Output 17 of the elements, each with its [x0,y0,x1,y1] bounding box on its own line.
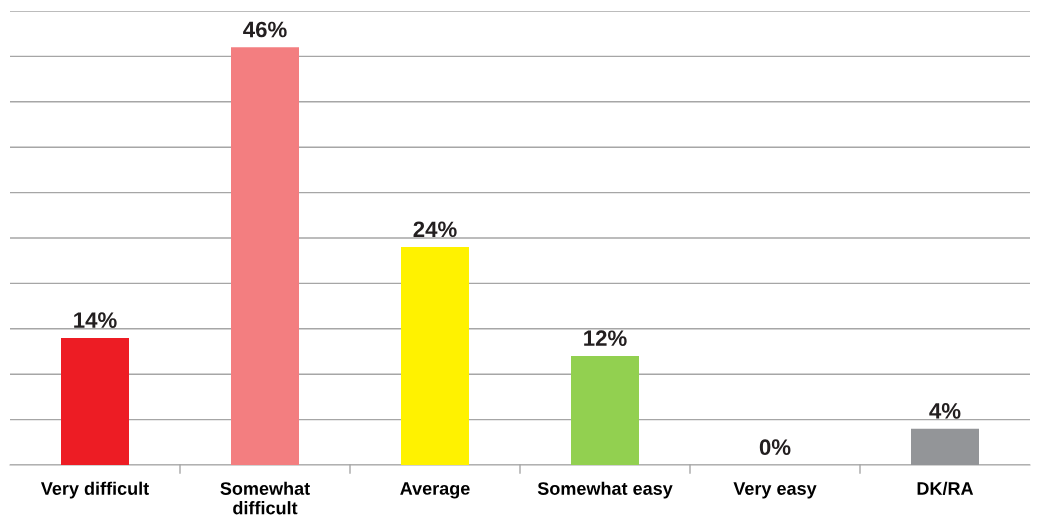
bar [231,47,299,465]
x-tick-label: Somewhat easy [537,481,673,499]
bar [401,247,469,465]
data-label: 14% [74,312,117,328]
x-tick-label: Average [400,482,470,499]
data-label: 4% [929,403,961,419]
x-tick-label: Somewhat difficult [220,481,310,515]
bar [61,337,129,465]
data-label: 24% [413,221,457,238]
data-label: 0% [759,439,791,456]
bar [571,356,639,465]
data-label: 12% [584,330,627,347]
data-label: 46% [243,21,287,38]
bar [911,428,979,465]
x-tick-label: DK/RA [917,481,974,496]
x-tick-label: Very difficult [40,481,149,499]
x-tick-label: Very easy [733,482,817,499]
